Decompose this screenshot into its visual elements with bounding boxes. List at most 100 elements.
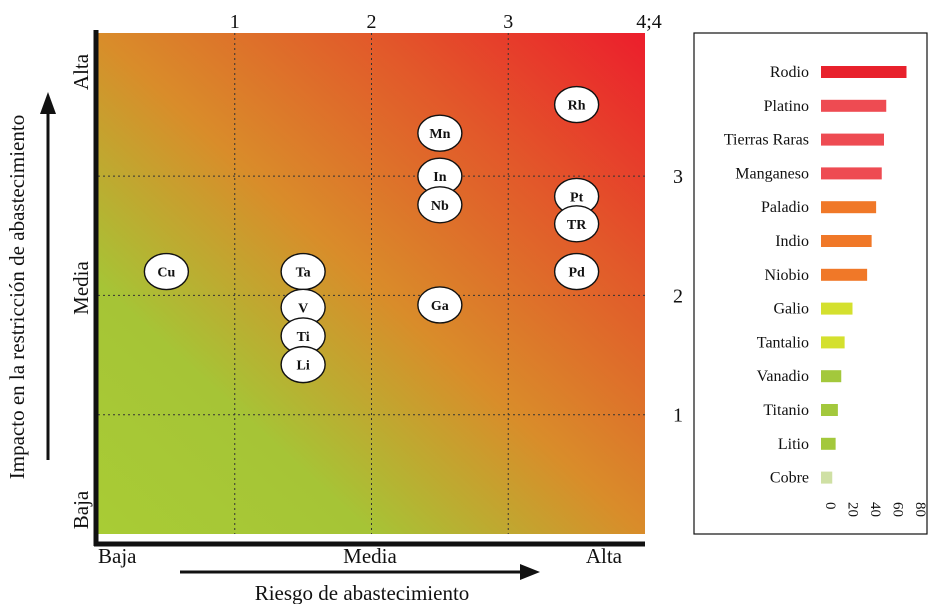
bubble-label: In xyxy=(433,170,446,185)
bar xyxy=(821,201,877,214)
bar-x-tick-label: 80 xyxy=(912,502,928,517)
risk-matrix: 1 2 3 4;4 1 2 3 Baja Media Alta Baja Media Alta R… xyxy=(5,11,683,604)
bar-row: Manganeso xyxy=(735,165,882,182)
bubble-shape xyxy=(553,252,600,291)
bar-row: Litio xyxy=(778,436,836,453)
bar-category-label: Cobre xyxy=(770,470,809,487)
bar xyxy=(821,471,833,484)
bubble-label: Cu xyxy=(157,266,175,281)
element-bubble: Rh xyxy=(553,85,600,124)
bubble-shape xyxy=(417,186,463,224)
bar-category-label: Litio xyxy=(778,436,809,453)
bar-x-tick-label: 20 xyxy=(845,502,861,517)
element-bubble: Cu xyxy=(143,252,190,291)
bar-row: Niobio xyxy=(765,267,868,284)
bubble-shape xyxy=(553,205,600,243)
top-tick-label: 4;4 xyxy=(636,11,662,33)
top-tick-label: 3 xyxy=(503,11,513,33)
bubble-label: Pd xyxy=(568,266,585,281)
bar-x-tick-labels: 0 20 40 60 80 xyxy=(822,502,928,517)
element-bubble: Mn xyxy=(417,114,463,152)
element-bubble: In xyxy=(417,157,463,195)
y-category-labels: Baja Media Alta xyxy=(69,53,93,529)
bar xyxy=(821,99,887,112)
bar-category-label: Rodio xyxy=(770,64,809,81)
bar-category-label: Vanadio xyxy=(757,368,809,385)
bar-category-label: Niobio xyxy=(765,267,809,284)
element-bubble: Nb xyxy=(417,186,463,224)
bubble-label: Rh xyxy=(568,99,586,114)
bar-category-label: Platino xyxy=(764,98,809,115)
bar-category-label: Titanio xyxy=(763,402,809,419)
demand-bar-chart: Rodio Platino Tierras Raras Manganeso Paladi… xyxy=(693,32,928,535)
y-axis-title: Impacto en la restricción de abastecimie… xyxy=(5,115,29,479)
bubble-shape xyxy=(143,252,190,291)
right-tick-label: 3 xyxy=(673,166,683,188)
bar-x-tick-label: 40 xyxy=(867,502,883,517)
element-bubble: Li xyxy=(280,345,326,384)
element-bubble: Ta xyxy=(280,252,326,291)
bar xyxy=(821,404,838,416)
bar-row: Galio xyxy=(773,301,853,318)
bubble-label: Nb xyxy=(431,199,449,214)
bar xyxy=(821,437,836,450)
bar-row: Cobre xyxy=(770,470,833,487)
bar-category-label: Paladio xyxy=(761,199,809,216)
x-category-labels: Baja Media Alta xyxy=(98,544,623,568)
bar-category-label: Galio xyxy=(773,301,809,318)
bar-series: Rodio Platino Tierras Raras Manganeso Paladi… xyxy=(724,64,907,487)
right-tick-label: 2 xyxy=(673,285,683,307)
bar xyxy=(821,167,882,180)
right-tick-labels: 1 2 3 xyxy=(673,166,683,427)
bar xyxy=(821,66,907,78)
element-bubble: Pd xyxy=(553,252,600,291)
bar-row: Tierras Raras xyxy=(724,132,884,149)
bar-row: Vanadio xyxy=(757,368,842,385)
element-bubble: Ga xyxy=(417,286,463,324)
bubble-shape xyxy=(553,85,600,124)
element-bubble: TR xyxy=(553,205,600,243)
bar-row: Platino xyxy=(764,98,887,115)
bar xyxy=(821,268,868,281)
bar-category-label: Tantalio xyxy=(757,334,809,351)
bar-category-label: Indio xyxy=(775,233,809,250)
y-axis-arrow xyxy=(40,92,56,460)
right-tick-label: 1 xyxy=(673,405,683,427)
bar-category-label: Tierras Raras xyxy=(724,132,809,149)
x-category-label: Baja xyxy=(98,544,137,568)
matrix-grid xyxy=(98,33,645,534)
bar-row: Rodio xyxy=(770,64,907,81)
bubble-label: Ga xyxy=(431,299,449,314)
bar-row: Indio xyxy=(775,233,872,250)
bubble-label: V xyxy=(298,301,308,316)
bar xyxy=(821,235,872,247)
bubble-shape xyxy=(417,286,463,324)
bubble-label: Ta xyxy=(296,266,311,281)
x-axis-arrow xyxy=(180,564,540,580)
bar xyxy=(821,302,853,315)
element-bubble: Pt xyxy=(553,177,600,216)
bar-x-tick-label: 60 xyxy=(890,502,906,517)
bubble-shape xyxy=(280,345,326,384)
bubble-label: Ti xyxy=(297,330,310,345)
element-bubbles: Cu Ta V Ti Li Mn In Nb Ga Rh Pt TR Pd xyxy=(143,85,600,384)
x-category-label: Alta xyxy=(586,544,623,568)
y-category-label: Alta xyxy=(69,53,93,90)
bar xyxy=(821,133,884,146)
bubble-shape xyxy=(417,114,463,152)
x-axis-title: Riesgo de abastecimiento xyxy=(255,581,470,604)
bubble-label: Pt xyxy=(570,190,584,205)
top-tick-label: 2 xyxy=(367,11,377,33)
bar-row: Titanio xyxy=(763,402,838,419)
y-category-label: Baja xyxy=(69,490,93,529)
bubble-label: Li xyxy=(297,359,310,374)
x-category-label: Media xyxy=(343,544,397,568)
bar xyxy=(821,370,842,383)
bar-x-tick-label: 0 xyxy=(822,502,838,510)
bar xyxy=(821,336,845,349)
bubble-label: Mn xyxy=(429,127,450,142)
bar-row: Paladio xyxy=(761,199,877,216)
top-tick-labels: 1 2 3 4;4 xyxy=(230,11,662,33)
bar-row: Tantalio xyxy=(757,334,845,351)
